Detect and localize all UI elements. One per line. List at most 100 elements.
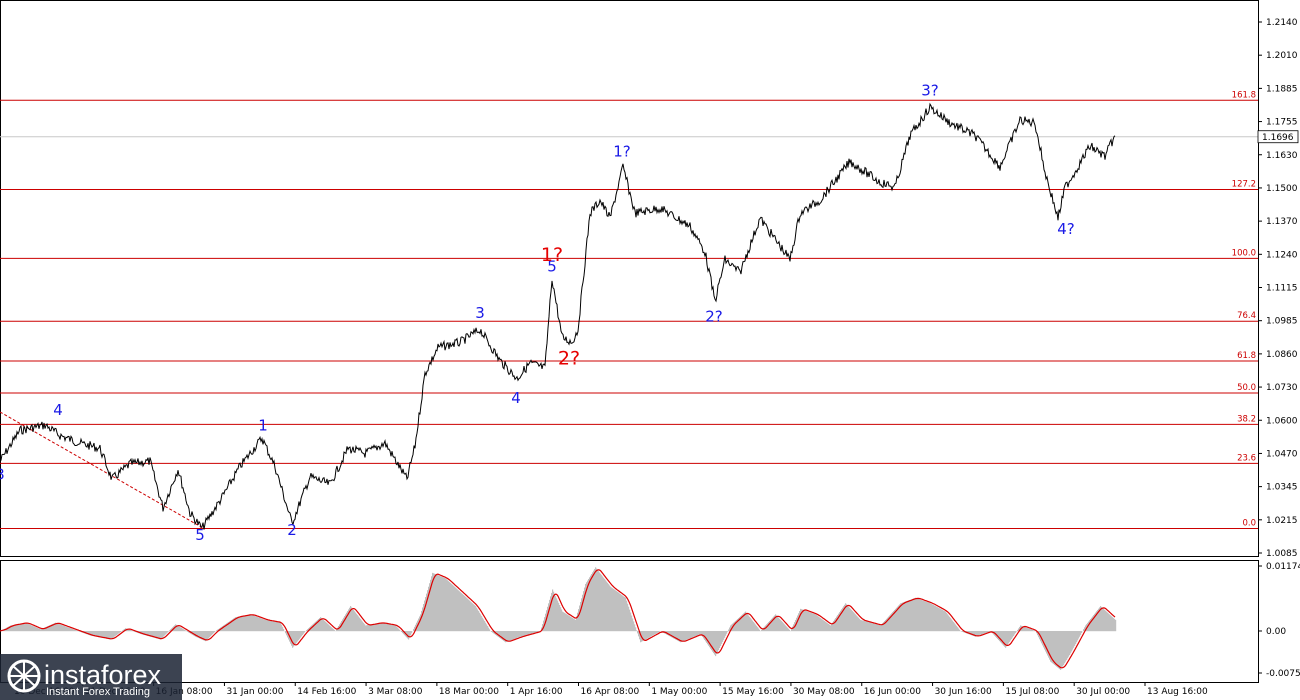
logo-subtitle: Instant Forex Trading xyxy=(46,686,150,698)
osc-histogram-bar xyxy=(162,630,164,638)
osc-histogram-bar xyxy=(302,630,304,636)
osc-histogram-bar xyxy=(884,621,886,632)
osc-histogram-bar xyxy=(381,622,383,632)
osc-histogram-bar xyxy=(541,627,543,632)
osc-histogram-bar xyxy=(252,615,254,632)
osc-histogram-bar xyxy=(493,630,495,634)
osc-histogram-bar xyxy=(1103,608,1105,632)
osc-histogram-bar xyxy=(592,572,594,632)
osc-histogram-bar xyxy=(818,616,820,632)
osc-histogram-bar xyxy=(516,630,518,639)
osc-histogram-bar xyxy=(518,630,520,638)
osc-histogram-bar xyxy=(961,630,963,632)
osc-histogram-bar xyxy=(64,626,66,632)
osc-histogram-bar xyxy=(234,617,236,632)
osc-histogram-bar xyxy=(741,615,743,632)
osc-histogram-bar xyxy=(49,625,51,632)
osc-histogram-bar xyxy=(898,605,900,632)
osc-histogram-bar xyxy=(986,630,988,633)
osc-histogram-bar xyxy=(182,628,184,632)
osc-histogram-bar xyxy=(748,615,750,632)
osc-histogram-bar xyxy=(824,621,826,632)
osc-histogram-bar xyxy=(827,623,829,632)
osc-histogram-bar xyxy=(441,576,443,632)
osc-histogram-bar xyxy=(1071,630,1073,652)
osc-histogram-bar xyxy=(531,630,533,634)
osc-histogram-bar xyxy=(963,630,965,633)
osc-histogram-bar xyxy=(75,630,77,632)
osc-histogram-bar xyxy=(15,624,17,632)
osc-histogram-bar xyxy=(211,630,213,636)
osc-histogram-bar xyxy=(926,601,928,632)
osc-histogram-bar xyxy=(657,630,659,633)
price-panel: 1.2140 1.2010 1.1885 1.1755 1.1630 1.1500 1.13… xyxy=(0,0,1299,559)
osc-histogram-bar xyxy=(463,595,465,632)
osc-histogram-bar xyxy=(222,626,224,632)
osc-histogram-bar xyxy=(677,630,679,641)
osc-histogram-bar xyxy=(672,630,674,638)
osc-histogram-bar xyxy=(228,621,230,632)
osc-histogram-bar xyxy=(888,616,890,632)
osc-histogram-bar xyxy=(1044,630,1046,650)
osc-histogram-bar xyxy=(1052,630,1054,664)
osc-histogram-bar xyxy=(269,620,271,632)
osc-histogram-bar xyxy=(180,627,182,632)
osc-histogram-bar xyxy=(757,627,759,632)
osc-histogram-bar xyxy=(734,621,736,632)
osc-histogram-bar xyxy=(280,622,282,632)
osc-histogram-bar xyxy=(951,619,953,632)
osc-histogram-bar xyxy=(485,622,487,632)
osc-histogram-bar xyxy=(857,616,859,632)
osc-histogram-bar xyxy=(370,624,372,632)
osc-histogram-bar xyxy=(374,623,376,632)
osc-histogram-bar xyxy=(553,591,555,632)
osc-histogram-bar xyxy=(1001,630,1003,644)
osc-histogram-bar xyxy=(268,620,270,632)
osc-histogram-bar xyxy=(504,630,506,642)
osc-histogram-bar xyxy=(196,630,198,638)
wave-label: 2 xyxy=(287,521,297,539)
osc-histogram-bar xyxy=(362,621,364,632)
osc-histogram-bar xyxy=(710,630,712,649)
osc-histogram-bar xyxy=(611,587,613,632)
osc-histogram-bar xyxy=(300,630,302,638)
osc-histogram-bar xyxy=(871,622,873,632)
osc-histogram-bar xyxy=(756,625,758,632)
osc-histogram-bar xyxy=(1005,630,1007,648)
osc-histogram-bar xyxy=(789,629,791,632)
osc-histogram-bar xyxy=(566,614,568,632)
osc-histogram-bar xyxy=(733,622,735,632)
osc-histogram-bar xyxy=(978,630,980,636)
osc-histogram-bar xyxy=(556,598,558,632)
osc-histogram-bar xyxy=(860,619,862,632)
osc-histogram-bar xyxy=(462,594,464,632)
osc-histogram-bar xyxy=(979,630,981,636)
osc-histogram-bar xyxy=(145,630,147,636)
price-tick-label: 1.0215 xyxy=(1266,516,1298,526)
osc-histogram-bar xyxy=(1003,630,1005,646)
osc-histogram-bar xyxy=(817,615,819,632)
osc-histogram-bar xyxy=(484,621,486,632)
osc-histogram-bar xyxy=(347,611,349,632)
osc-histogram-bar xyxy=(698,630,700,635)
time-tick-label: 16 Apr 08:00 xyxy=(581,687,640,697)
osc-histogram-bar xyxy=(962,630,964,632)
osc-histogram-bar xyxy=(638,630,640,637)
osc-histogram-bar xyxy=(700,630,702,634)
osc-histogram-bar xyxy=(606,581,608,632)
osc-histogram-bar xyxy=(853,612,855,632)
fib-level-label: 38.2 xyxy=(1237,414,1256,424)
osc-histogram-bar xyxy=(448,581,450,632)
price-tick-label: 1.0470 xyxy=(1266,449,1298,459)
osc-histogram-bar xyxy=(528,630,530,635)
osc-histogram-bar xyxy=(237,616,239,632)
osc-histogram-bar xyxy=(591,573,593,632)
osc-histogram-bar xyxy=(333,629,335,632)
osc-histogram-bar xyxy=(37,627,39,632)
osc-histogram-bar xyxy=(1026,627,1028,632)
price-tick-label: 1.2010 xyxy=(1266,51,1298,61)
osc-histogram-bar xyxy=(46,626,48,632)
osc-histogram-bar xyxy=(248,614,250,632)
osc-histogram-bar xyxy=(939,608,941,632)
osc-histogram-bar xyxy=(678,630,680,642)
